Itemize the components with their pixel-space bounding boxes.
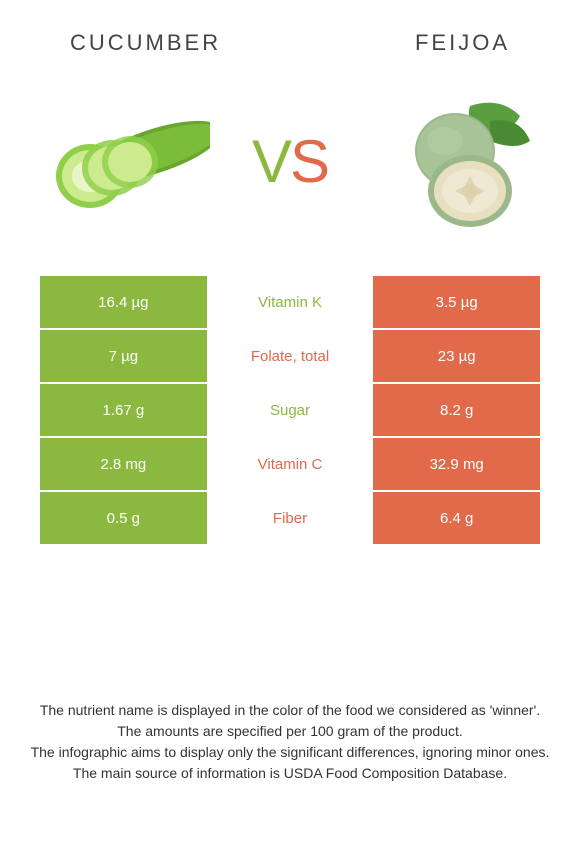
right-value: 8.2 g xyxy=(373,384,540,438)
right-food-title: Feijoa xyxy=(415,30,510,56)
footer-line-1: The nutrient name is displayed in the co… xyxy=(20,700,560,721)
feijoa-image xyxy=(370,86,540,236)
right-value: 32.9 mg xyxy=(373,438,540,492)
footer-line-4: The main source of information is USDA F… xyxy=(20,763,560,784)
nutrient-label: Vitamin K xyxy=(207,276,374,330)
left-value: 1.67 g xyxy=(40,384,207,438)
right-value: 3.5 µg xyxy=(373,276,540,330)
nutrient-label: Fiber xyxy=(207,492,374,546)
left-value: 2.8 mg xyxy=(40,438,207,492)
table-row: 16.4 µgVitamin K3.5 µg xyxy=(40,276,540,330)
vs-v: V xyxy=(252,128,290,195)
header: Cucumber Feijoa xyxy=(0,0,580,66)
left-value: 7 µg xyxy=(40,330,207,384)
nutrient-label: Folate, total xyxy=(207,330,374,384)
footer-notes: The nutrient name is displayed in the co… xyxy=(0,700,580,784)
vs-label: VS xyxy=(252,127,328,196)
nutrient-label: Vitamin C xyxy=(207,438,374,492)
cucumber-image xyxy=(40,86,210,236)
table-row: 1.67 gSugar8.2 g xyxy=(40,384,540,438)
left-value: 0.5 g xyxy=(40,492,207,546)
table-row: 2.8 mgVitamin C32.9 mg xyxy=(40,438,540,492)
images-row: VS xyxy=(0,66,580,266)
footer-line-2: The amounts are specified per 100 gram o… xyxy=(20,721,560,742)
table-row: 7 µgFolate, total23 µg xyxy=(40,330,540,384)
left-food-title: Cucumber xyxy=(70,30,221,56)
footer-line-3: The infographic aims to display only the… xyxy=(20,742,560,763)
right-value: 23 µg xyxy=(373,330,540,384)
left-value: 16.4 µg xyxy=(40,276,207,330)
right-value: 6.4 g xyxy=(373,492,540,546)
comparison-table: 16.4 µgVitamin K3.5 µg7 µgFolate, total2… xyxy=(40,276,540,546)
vs-s: S xyxy=(290,128,328,195)
table-row: 0.5 gFiber6.4 g xyxy=(40,492,540,546)
nutrient-label: Sugar xyxy=(207,384,374,438)
